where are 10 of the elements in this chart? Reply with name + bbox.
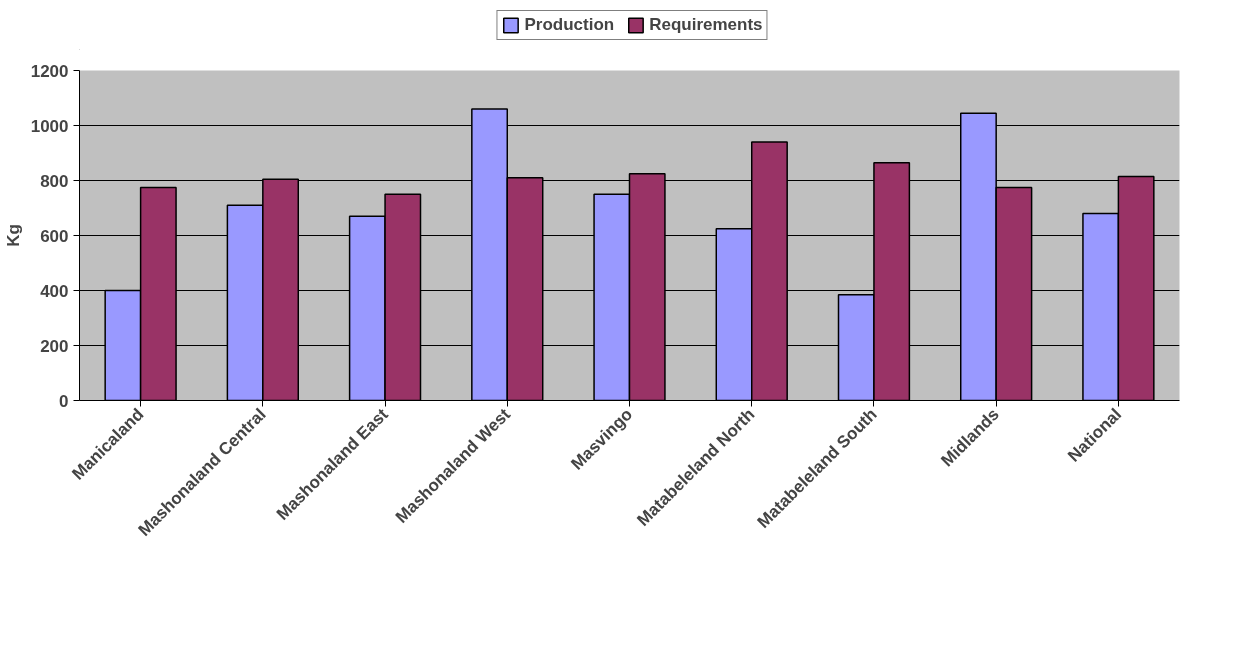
y-tick-label: 600: [40, 226, 69, 246]
y-tick-label: 800: [40, 171, 69, 191]
y-tick-label: 400: [40, 281, 69, 301]
y-tick-label: 200: [40, 336, 69, 356]
legend-label: Requirements: [649, 15, 763, 35]
y-tick-label: 1200: [30, 61, 69, 81]
y-axis-title: Kg: [3, 224, 23, 247]
y-tick-label: 0: [59, 391, 69, 411]
legend-label: Production: [524, 15, 615, 35]
y-tick-label: 1000: [30, 116, 69, 136]
